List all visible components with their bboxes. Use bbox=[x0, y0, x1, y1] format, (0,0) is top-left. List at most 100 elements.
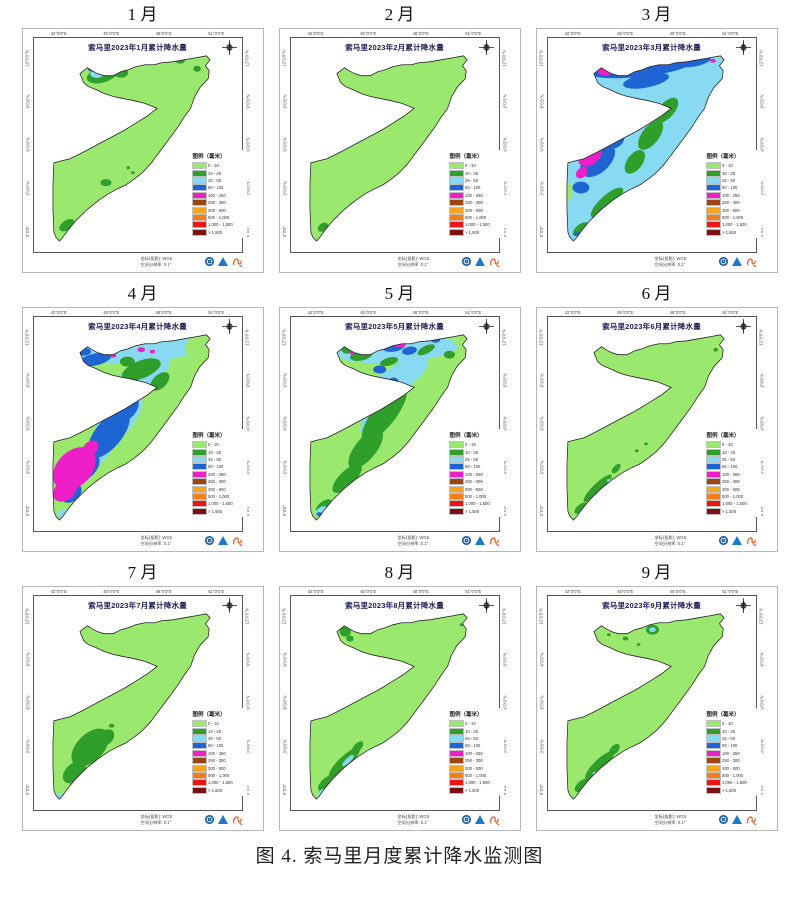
legend-label: 100 - 250 bbox=[465, 192, 483, 198]
legend-rows: 0 - 10 10 - 25 25 - 50 50 - 100 100 - 250 250… bbox=[705, 720, 759, 794]
axis-tick-label: 48°0'0"E bbox=[669, 310, 686, 315]
legend-swatch bbox=[705, 162, 721, 170]
axis-tick-label: 12°0'0"N bbox=[282, 50, 287, 67]
legend-row: 0 - 10 bbox=[191, 720, 245, 728]
compass-rose-icon bbox=[478, 40, 494, 55]
axis-tick-label: 3°0'0"N bbox=[282, 460, 288, 475]
axis-tick-label: 0°0'0" bbox=[25, 225, 31, 237]
map-panel: 42°0'0"E 45°0'0"E 48°0'0"E 51°0'0"E 12°0'0"… bbox=[278, 586, 521, 831]
axis-tick-label: 12°0'0"N bbox=[502, 50, 507, 67]
legend-swatch bbox=[448, 734, 464, 742]
legend-swatch bbox=[448, 764, 464, 772]
legend-label: 50 - 100 bbox=[722, 185, 738, 191]
legend-row: 25 - 50 bbox=[448, 176, 502, 184]
axis-tick-label: 51°0'0"E bbox=[722, 589, 739, 594]
legend-rows: 0 - 10 10 - 25 25 - 50 50 - 100 100 - 250 250… bbox=[191, 162, 245, 236]
map-metadata-line1: 坐标(投影): WGS bbox=[397, 535, 430, 540]
legend-label: 500 - 1,000 bbox=[208, 214, 230, 220]
legend-label: 10 - 25 bbox=[208, 449, 222, 455]
legend-label: 10 - 25 bbox=[465, 170, 479, 176]
legend-row: 1,000 - 1,500 bbox=[705, 500, 759, 508]
axis-tick-label: 12°0'0"N bbox=[539, 329, 544, 346]
legend-label: 1,000 - 1,500 bbox=[465, 501, 490, 507]
legend-swatch bbox=[705, 786, 721, 794]
map-metadata: 坐标(投影): WGS 空间分辨率: 0.1° bbox=[655, 256, 687, 267]
legend-row: > 1,500 bbox=[705, 507, 759, 515]
month-cell-3: 3 月 42°0'0"E 45°0'0"E 48°0'0"E 51°0'0"E 12°… bbox=[535, 4, 778, 273]
month-cell-8: 8 月 42°0'0"E 45°0'0"E 48°0'0"E 51°0'0"E 12°… bbox=[278, 562, 521, 831]
legend-label: 100 - 250 bbox=[208, 192, 226, 198]
axis-tick-label: 9°0'0"N bbox=[759, 94, 765, 109]
axis-tick-label: 48°0'0"E bbox=[669, 31, 686, 36]
legend-label: 100 - 250 bbox=[208, 750, 226, 756]
axis-tick-label: 48°0'0"E bbox=[412, 31, 429, 36]
triangle-logo-icon bbox=[474, 257, 485, 266]
legend-swatch bbox=[191, 764, 207, 772]
map-metadata-line1: 坐标(投影): WGS bbox=[140, 814, 173, 819]
axis-labels-top: 42°0'0"E 45°0'0"E 48°0'0"E 51°0'0"E bbox=[33, 309, 243, 316]
legend-row: > 1,500 bbox=[448, 228, 502, 236]
month-heading: 5 月 bbox=[384, 284, 415, 303]
legend-swatch bbox=[448, 463, 464, 471]
legend-swatch bbox=[191, 734, 207, 742]
map-metadata-line2: 空间分辨率: 0.1° bbox=[140, 540, 172, 546]
legend-swatch bbox=[705, 485, 721, 493]
panel-title: 索马里2023年9月累计降水量 bbox=[602, 601, 701, 610]
legend-label: 250 - 300 bbox=[465, 758, 483, 764]
legend-swatch bbox=[191, 441, 207, 449]
legend-label: 1,000 - 1,500 bbox=[208, 780, 233, 786]
signature-logo-icon bbox=[746, 257, 756, 267]
legend-row: 50 - 100 bbox=[705, 742, 759, 750]
axis-labels-left: 12°0'0"N 9°0'0"N 6°0'0"N 3°0'0"N 0°0'0" bbox=[281, 37, 289, 253]
axis-tick-label: 9°0'0"N bbox=[539, 652, 545, 667]
axis-tick-label: 51°0'0"E bbox=[722, 31, 739, 36]
legend-swatch bbox=[705, 720, 721, 728]
panel-title: 索马里2023年5月累计降水量 bbox=[345, 322, 444, 331]
month-cell-6: 6 月 42°0'0"E 45°0'0"E 48°0'0"E 51°0'0"E 12°… bbox=[535, 283, 778, 552]
legend-label: 0 - 10 bbox=[722, 163, 733, 169]
legend-row: 1,000 - 1,500 bbox=[705, 779, 759, 787]
legend-label: 25 - 50 bbox=[208, 735, 222, 741]
axis-tick-label: 0°0'0" bbox=[282, 225, 288, 237]
axis-tick-label: 9°0'0"N bbox=[502, 373, 508, 388]
legend-swatch bbox=[191, 478, 207, 486]
compass-rose-icon bbox=[221, 40, 237, 55]
legend: 图例（毫米） 0 - 10 10 - 25 25 - 50 50 - 100 100 -… bbox=[446, 150, 504, 238]
legend-swatch bbox=[448, 500, 464, 508]
legend-row: 1,000 - 1,500 bbox=[448, 221, 502, 229]
axis-tick-label: 6°0'0"N bbox=[25, 416, 31, 431]
month-heading: 3 月 bbox=[641, 5, 672, 24]
axis-tick-label: 12°0'0"N bbox=[282, 329, 287, 346]
logos bbox=[718, 534, 757, 547]
axis-tick-label: 6°0'0"N bbox=[539, 416, 545, 431]
month-heading: 6 月 bbox=[641, 284, 672, 303]
axis-labels-left: 12°0'0"N 9°0'0"N 6°0'0"N 3°0'0"N 0°0'0" bbox=[538, 595, 546, 811]
legend-swatch bbox=[705, 734, 721, 742]
legend-swatch bbox=[191, 727, 207, 735]
legend-label: 50 - 100 bbox=[208, 743, 224, 749]
legend-row: 250 - 300 bbox=[705, 199, 759, 207]
legend-label: 250 - 300 bbox=[465, 200, 483, 206]
panel-title: 索马里2023年4月累计降水量 bbox=[88, 322, 187, 331]
panel-title: 索马里2023年6月累计降水量 bbox=[602, 322, 701, 331]
legend-label: 1,000 - 1,500 bbox=[208, 501, 233, 507]
panel-title: 索马里2023年3月累计降水量 bbox=[602, 43, 701, 52]
axis-tick-label: 48°0'0"E bbox=[669, 589, 686, 594]
legend-label: 10 - 25 bbox=[208, 170, 222, 176]
legend-label: 100 - 250 bbox=[465, 750, 483, 756]
legend-label: 0 - 10 bbox=[722, 442, 733, 448]
globe-logo-icon bbox=[718, 815, 728, 824]
legend-swatch bbox=[191, 786, 207, 794]
legend-row: 10 - 25 bbox=[191, 169, 245, 177]
legend-swatch bbox=[448, 742, 464, 750]
legend-label: 25 - 50 bbox=[465, 735, 479, 741]
legend-label: 1,000 - 1,500 bbox=[722, 780, 747, 786]
axis-tick-label: 12°0'0"N bbox=[539, 608, 544, 625]
compass-rose-icon bbox=[221, 319, 237, 334]
legend-swatch bbox=[705, 507, 721, 515]
map-frame bbox=[32, 37, 243, 253]
axis-tick-label: 3°0'0"N bbox=[25, 460, 31, 475]
legend-swatch bbox=[705, 757, 721, 765]
globe-logo-icon bbox=[718, 257, 728, 266]
legend-row: 1,000 - 1,500 bbox=[705, 221, 759, 229]
